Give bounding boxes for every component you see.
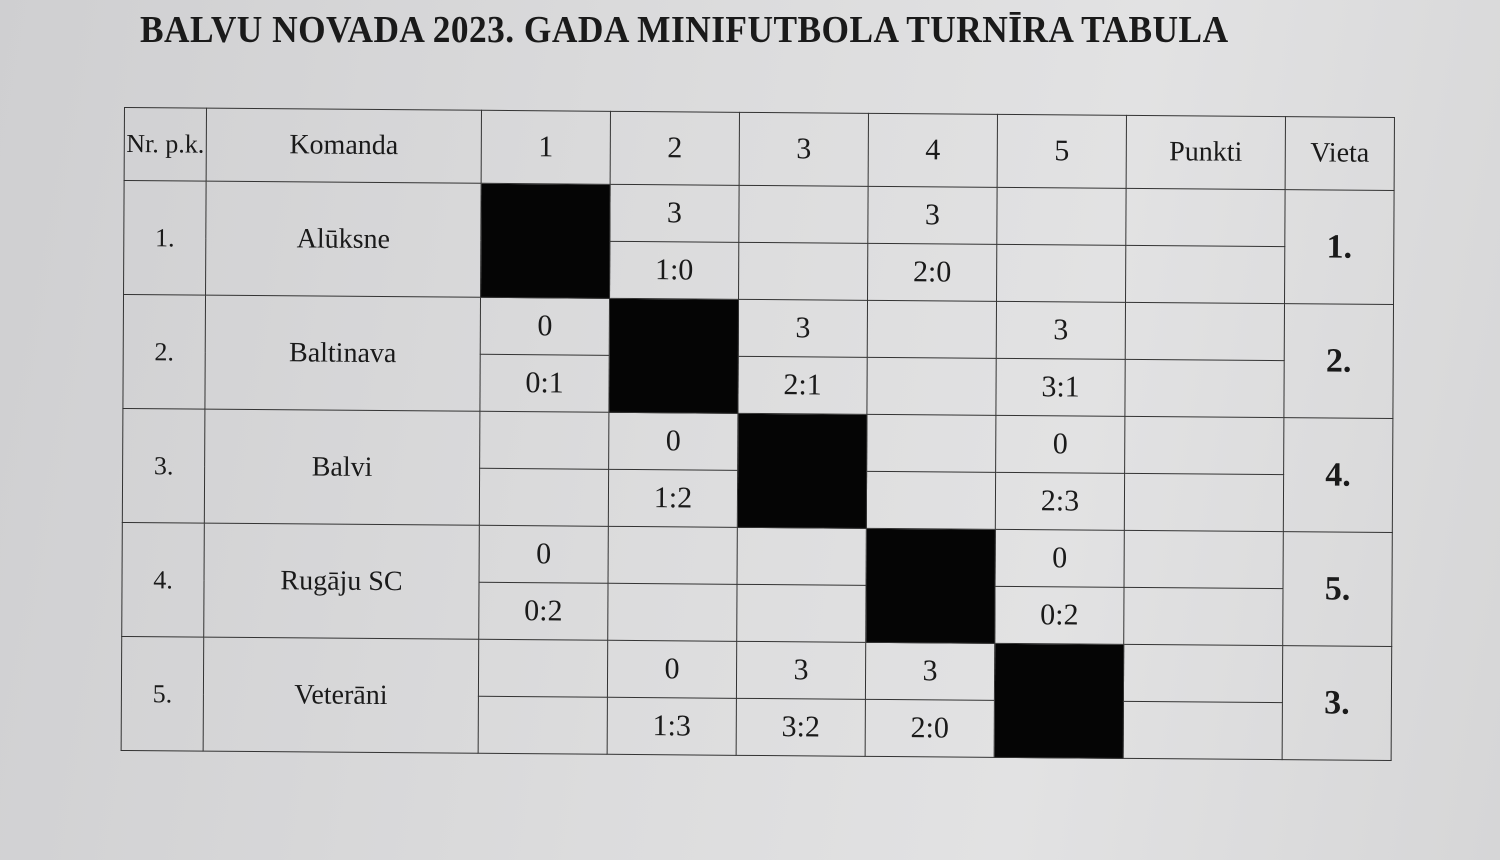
self-match-cell xyxy=(608,298,739,414)
match-points: 3 xyxy=(736,641,866,700)
points-cell xyxy=(1124,473,1284,532)
place-cell: 2. xyxy=(1283,303,1394,419)
match-score: 2:0 xyxy=(865,699,995,758)
page-title: BALVU NOVADA 2023. GADA MINIFUTBOLA TURN… xyxy=(140,9,1229,51)
header-team: Komanda xyxy=(206,108,482,184)
team-name: Rugāju SC xyxy=(203,523,480,640)
points-cell xyxy=(1124,359,1285,418)
match-score: 1:3 xyxy=(607,697,737,756)
match-score: 0:1 xyxy=(479,354,610,413)
match-score xyxy=(478,696,608,755)
place-cell: 3. xyxy=(1282,645,1392,761)
match-points xyxy=(996,187,1127,246)
match-points xyxy=(737,527,867,586)
points-cell xyxy=(1125,188,1286,247)
points-cell xyxy=(1125,245,1285,304)
match-score: 2:1 xyxy=(737,356,868,415)
match-points xyxy=(866,414,996,473)
header-nr: Nr. p.k. xyxy=(124,107,207,182)
self-match-cell xyxy=(994,643,1124,759)
place-cell: 4. xyxy=(1283,417,1393,533)
match-score xyxy=(736,584,867,643)
tournament-table: Nr. p.k. Komanda 1 2 3 4 5 Punkti Vieta … xyxy=(121,107,1395,761)
match-points: 0 xyxy=(995,415,1125,474)
team-name: Baltinava xyxy=(204,295,481,412)
match-score xyxy=(738,242,868,301)
header-col-1: 1 xyxy=(481,110,611,185)
header-col-4: 4 xyxy=(868,113,998,188)
match-score: 3:2 xyxy=(736,698,866,757)
team-number: 2. xyxy=(122,294,206,410)
match-points: 3 xyxy=(609,184,740,243)
match-points: 3 xyxy=(865,642,995,701)
header-points: Punkti xyxy=(1126,115,1286,190)
points-cell xyxy=(1123,701,1283,760)
header-row: Nr. p.k. Komanda 1 2 3 4 5 Punkti Vieta xyxy=(124,107,1395,191)
header-col-5: 5 xyxy=(997,114,1127,189)
match-points: 0 xyxy=(607,640,737,699)
self-match-cell xyxy=(737,413,867,529)
match-points: 3 xyxy=(738,299,868,358)
team-number: 4. xyxy=(121,522,205,638)
match-score xyxy=(479,468,609,527)
match-points: 0 xyxy=(480,297,610,356)
points-cell xyxy=(1124,530,1284,589)
match-points xyxy=(738,185,869,244)
points-cell xyxy=(1123,587,1284,646)
match-score: 2:3 xyxy=(995,472,1125,531)
place-cell: 1. xyxy=(1284,189,1395,305)
points-cell xyxy=(1123,644,1283,703)
match-points: 0 xyxy=(608,412,738,471)
points-cell xyxy=(1125,302,1285,361)
match-points xyxy=(478,639,608,698)
self-match-cell xyxy=(865,528,996,644)
match-score: 1:0 xyxy=(609,241,739,300)
team-number: 3. xyxy=(122,408,205,524)
place-cell: 5. xyxy=(1282,531,1393,647)
match-points: 0 xyxy=(995,529,1125,588)
match-score: 2:0 xyxy=(867,243,997,302)
team-row: 1. Alūksne 3 3 1. xyxy=(123,180,1395,305)
header-col-2: 2 xyxy=(610,111,740,186)
team-row: 4. Rugāju SC 0 0 5. xyxy=(121,522,1393,647)
team-name: Alūksne xyxy=(205,181,482,298)
match-points xyxy=(479,411,609,470)
match-points xyxy=(867,300,997,359)
match-score: 0:2 xyxy=(994,586,1125,645)
team-name: Veterāni xyxy=(203,637,479,754)
header-col-3: 3 xyxy=(739,112,869,187)
match-score xyxy=(607,583,738,642)
match-points: 3 xyxy=(996,301,1126,360)
team-row: 2. Baltinava 0 3 3 2. xyxy=(122,294,1394,419)
match-score: 3:1 xyxy=(995,358,1126,417)
team-name: Balvi xyxy=(204,409,480,526)
match-score xyxy=(996,244,1126,303)
match-points: 3 xyxy=(867,186,998,245)
match-score: 1:2 xyxy=(608,469,738,528)
team-number: 5. xyxy=(121,636,204,752)
match-points: 0 xyxy=(479,525,609,584)
match-score: 0:2 xyxy=(478,582,609,641)
team-number: 1. xyxy=(123,180,207,296)
match-points xyxy=(608,526,738,585)
header-place: Vieta xyxy=(1285,116,1395,191)
points-cell xyxy=(1124,416,1284,475)
match-score xyxy=(866,471,996,530)
self-match-cell xyxy=(480,183,611,299)
team-row: 5. Veterāni 0 3 3 3. xyxy=(121,636,1392,761)
team-row: 3. Balvi 0 0 4. xyxy=(122,408,1393,533)
match-score xyxy=(866,357,997,416)
